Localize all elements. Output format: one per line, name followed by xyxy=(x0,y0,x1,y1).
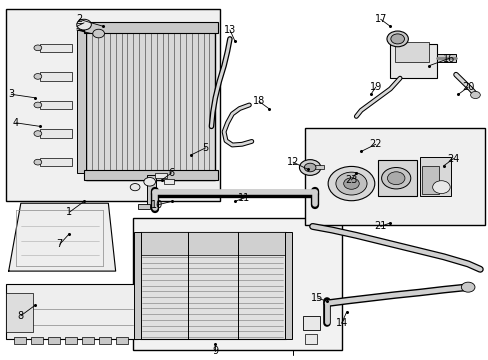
Circle shape xyxy=(34,45,41,51)
Bar xyxy=(30,337,42,344)
Bar xyxy=(6,293,33,332)
Text: 23: 23 xyxy=(345,175,357,185)
Circle shape xyxy=(335,172,366,195)
Text: 21: 21 xyxy=(374,221,386,231)
Bar xyxy=(99,337,111,344)
Bar xyxy=(302,316,319,330)
Bar xyxy=(40,72,72,81)
Circle shape xyxy=(130,184,140,191)
Bar xyxy=(77,30,85,173)
Circle shape xyxy=(381,167,410,189)
Bar xyxy=(421,166,438,194)
Circle shape xyxy=(343,178,359,189)
Polygon shape xyxy=(9,203,116,271)
Bar xyxy=(6,9,220,202)
Text: 14: 14 xyxy=(335,318,347,328)
Text: 10: 10 xyxy=(150,200,163,210)
Circle shape xyxy=(34,131,41,136)
Text: 15: 15 xyxy=(310,293,323,303)
Bar xyxy=(137,204,149,209)
Text: 13: 13 xyxy=(224,25,236,35)
Circle shape xyxy=(143,177,155,186)
Bar xyxy=(40,158,72,166)
Text: 5: 5 xyxy=(202,143,208,153)
Text: 6: 6 xyxy=(168,168,174,178)
Bar xyxy=(86,23,215,180)
Circle shape xyxy=(304,163,315,172)
Bar xyxy=(140,232,285,255)
Bar xyxy=(389,44,436,78)
Circle shape xyxy=(390,34,404,44)
Bar xyxy=(40,44,72,52)
Bar xyxy=(140,232,285,339)
Text: 3: 3 xyxy=(8,89,14,99)
Bar xyxy=(377,160,416,196)
Circle shape xyxy=(77,19,91,30)
Text: 1: 1 xyxy=(66,207,72,217)
Bar xyxy=(116,337,127,344)
Bar xyxy=(6,284,137,339)
Circle shape xyxy=(34,73,41,79)
Text: 11: 11 xyxy=(238,193,250,203)
Circle shape xyxy=(386,31,407,47)
Bar xyxy=(14,337,26,344)
Bar xyxy=(394,42,428,62)
Bar xyxy=(134,232,141,339)
Bar xyxy=(436,54,455,62)
Circle shape xyxy=(327,166,374,201)
Bar xyxy=(285,232,291,339)
Circle shape xyxy=(469,91,479,99)
Bar xyxy=(64,337,77,344)
Circle shape xyxy=(460,282,474,292)
Bar xyxy=(147,175,156,207)
Circle shape xyxy=(386,172,404,185)
Bar xyxy=(84,22,217,33)
Circle shape xyxy=(299,159,320,175)
Text: 24: 24 xyxy=(447,154,459,163)
Bar xyxy=(40,101,72,109)
Bar xyxy=(305,128,484,225)
Text: 16: 16 xyxy=(442,54,454,64)
Text: 9: 9 xyxy=(212,346,218,356)
Text: 4: 4 xyxy=(13,118,19,128)
Text: 19: 19 xyxy=(369,82,381,92)
Bar xyxy=(419,157,450,196)
Text: 8: 8 xyxy=(18,311,24,321)
Bar xyxy=(84,170,217,180)
Text: 7: 7 xyxy=(57,239,63,249)
Bar xyxy=(154,173,166,178)
Circle shape xyxy=(93,29,104,38)
Circle shape xyxy=(432,181,449,194)
Circle shape xyxy=(34,159,41,165)
Text: 18: 18 xyxy=(252,96,264,107)
Bar xyxy=(132,217,341,350)
Bar xyxy=(81,337,94,344)
Bar xyxy=(47,337,60,344)
Bar xyxy=(40,129,72,138)
Bar xyxy=(164,179,174,184)
Bar xyxy=(314,165,323,169)
Text: 2: 2 xyxy=(76,14,82,24)
Text: 12: 12 xyxy=(286,157,299,167)
Circle shape xyxy=(34,102,41,108)
Bar xyxy=(305,334,317,344)
Text: 20: 20 xyxy=(461,82,473,92)
Text: 22: 22 xyxy=(369,139,381,149)
Text: 17: 17 xyxy=(374,14,386,24)
